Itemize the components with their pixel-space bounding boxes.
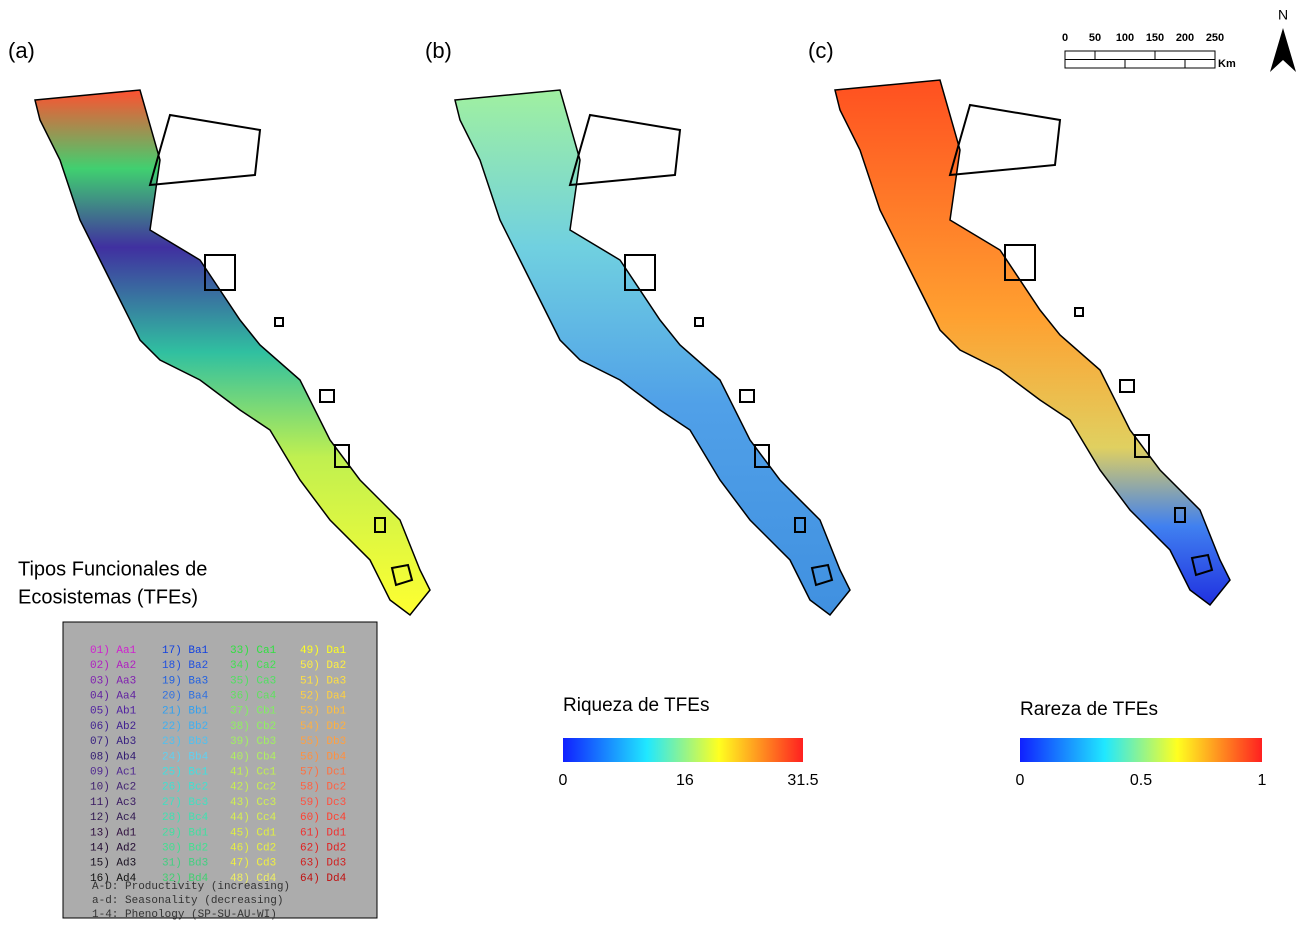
legend-entry: 44) Cc4 bbox=[230, 812, 277, 824]
scale-tick-label: 50 bbox=[1089, 32, 1101, 44]
scale-tick-label: 200 bbox=[1176, 32, 1194, 44]
colorbar bbox=[563, 738, 803, 762]
scale-tick-label: 0 bbox=[1062, 32, 1068, 44]
legend-entry: 53) Db1 bbox=[300, 706, 347, 718]
scale-tick-label: 100 bbox=[1116, 32, 1134, 44]
legend-entry: 52) Da4 bbox=[300, 691, 347, 703]
legend-entry: 58) Dc2 bbox=[300, 782, 346, 794]
legend-entry: 51) Da3 bbox=[300, 675, 346, 687]
legend-entry: 46) Cd2 bbox=[230, 843, 276, 855]
panel-label: (b) bbox=[425, 38, 452, 63]
legend-entry: 30) Bd2 bbox=[162, 843, 208, 855]
panel-label: (a) bbox=[8, 38, 35, 63]
colorbar-title: Riqueza de TFEs bbox=[563, 695, 709, 716]
legend-entry: 43) Cc3 bbox=[230, 797, 276, 809]
legend-entry: 56) Db4 bbox=[300, 751, 347, 763]
legend-entry: 28) Bc4 bbox=[162, 812, 209, 824]
legend-entry: 38) Cb2 bbox=[230, 721, 276, 733]
scale-unit: Km bbox=[1218, 58, 1236, 70]
legend-entry: 24) Bb4 bbox=[162, 751, 209, 763]
legend-entry: 26) Bc2 bbox=[162, 782, 208, 794]
legend-note: A-D: Productivity (increasing) bbox=[92, 881, 290, 893]
legend-entry: 09) Ac1 bbox=[90, 767, 137, 779]
legend-entry: 45) Cd1 bbox=[230, 827, 277, 839]
colorbar-tick-label: 1 bbox=[1258, 772, 1267, 789]
legend-entry: 17) Ba1 bbox=[162, 645, 209, 657]
scale-tick-label: 250 bbox=[1206, 32, 1224, 44]
colorbar-tick-label: 16 bbox=[676, 772, 694, 789]
legend-entry: 42) Cc2 bbox=[230, 782, 276, 794]
legend-entry: 13) Ad1 bbox=[90, 827, 137, 839]
legend-entries: 01) Aa1 02) Aa2 03) Aa3 04) Aa4 05) Ab1 06) A… bbox=[90, 645, 347, 885]
legend-entry: 27) Bc3 bbox=[162, 797, 208, 809]
legend-box bbox=[62, 621, 378, 919]
map-b bbox=[454, 89, 851, 616]
legend-entry: 60) Dc4 bbox=[300, 812, 347, 824]
legend-entry: 61) Dd1 bbox=[300, 827, 347, 839]
legend-entry: 48) Cd4 bbox=[230, 873, 277, 885]
legend-entry: 07) Ab3 bbox=[90, 736, 136, 748]
legend-entry: 15) Ad3 bbox=[90, 858, 136, 870]
legend-entry: 03) Aa3 bbox=[90, 675, 136, 687]
legend-entry: 16) Ad4 bbox=[90, 873, 137, 885]
colorbar-title: Rareza de TFEs bbox=[1020, 699, 1158, 720]
colorbar-tick-label: 0 bbox=[559, 772, 568, 789]
legend-entry: 63) Dd3 bbox=[300, 858, 346, 870]
colorbar-tick-label: 0.5 bbox=[1130, 772, 1152, 789]
colorbar bbox=[1020, 738, 1262, 762]
legend-entry: 06) Ab2 bbox=[90, 721, 136, 733]
scale-bar: 0 50 100 150 200 250 bbox=[1062, 32, 1224, 69]
legend-entry: 12) Ac4 bbox=[90, 812, 137, 824]
legend-entry: 08) Ab4 bbox=[90, 751, 137, 763]
legend-entry: 25) Bc1 bbox=[162, 767, 209, 779]
legend-entry: 11) Ac3 bbox=[90, 797, 136, 809]
legend-entry: 54) Db2 bbox=[300, 721, 346, 733]
legend-entry: 57) Dc1 bbox=[300, 767, 347, 779]
legend-entry: 41) Cc1 bbox=[230, 767, 277, 779]
legend-entry: 29) Bd1 bbox=[162, 827, 209, 839]
legend-entry: 55) Db3 bbox=[300, 736, 346, 748]
legend-entry: 33) Ca1 bbox=[230, 645, 277, 657]
legend-entry: 18) Ba2 bbox=[162, 660, 208, 672]
legend-entry: 35) Ca3 bbox=[230, 675, 276, 687]
legend-entry: 32) Bd4 bbox=[162, 873, 209, 885]
legend-entry: 59) Dc3 bbox=[300, 797, 346, 809]
legend-entry: 49) Da1 bbox=[300, 645, 347, 657]
legend-entry: 39) Cb3 bbox=[230, 736, 276, 748]
legend-note: 1-4: Phenology (SP-SU-AU-WI) bbox=[92, 909, 277, 921]
legend-entry: 02) Aa2 bbox=[90, 660, 136, 672]
legend-entry: 31) Bd3 bbox=[162, 858, 208, 870]
legend-entry: 14) Ad2 bbox=[90, 843, 136, 855]
legend-entry: 23) Bb3 bbox=[162, 736, 208, 748]
legend-entry: 01) Aa1 bbox=[90, 645, 137, 657]
legend-title: Ecosistemas (TFEs) bbox=[18, 586, 198, 608]
legend-entry: 47) Cd3 bbox=[230, 858, 276, 870]
legend-entry: 19) Ba3 bbox=[162, 675, 208, 687]
legend-entry: 04) Aa4 bbox=[90, 691, 137, 703]
legend-entry: 21) Bb1 bbox=[162, 706, 209, 718]
legend-entry: 40) Cb4 bbox=[230, 751, 277, 763]
legend-entry: 05) Ab1 bbox=[90, 706, 137, 718]
north-label: N bbox=[1278, 7, 1288, 23]
scale-tick-label: 150 bbox=[1146, 32, 1164, 44]
legend-title: Tipos Funcionales de bbox=[18, 558, 207, 580]
legend-entry: 64) Dd4 bbox=[300, 873, 347, 885]
colorbar-tick-label: 0 bbox=[1016, 772, 1025, 789]
colorbar-tick-label: 31.5 bbox=[787, 772, 818, 789]
legend-entry: 34) Ca2 bbox=[230, 660, 276, 672]
legend-entry: 37) Cb1 bbox=[230, 706, 277, 718]
map-c bbox=[834, 79, 1231, 606]
legend-entry: 22) Bb2 bbox=[162, 721, 208, 733]
legend-entry: 20) Ba4 bbox=[162, 691, 209, 703]
legend-entry: 50) Da2 bbox=[300, 660, 346, 672]
panel-label: (c) bbox=[808, 38, 834, 63]
legend-entry: 62) Dd2 bbox=[300, 843, 346, 855]
legend-entry: 10) Ac2 bbox=[90, 782, 136, 794]
legend-entry: 36) Ca4 bbox=[230, 691, 277, 703]
legend-note: a-d: Seasonality (decreasing) bbox=[92, 895, 283, 907]
map-a bbox=[34, 89, 431, 616]
north-arrow bbox=[1270, 28, 1296, 72]
